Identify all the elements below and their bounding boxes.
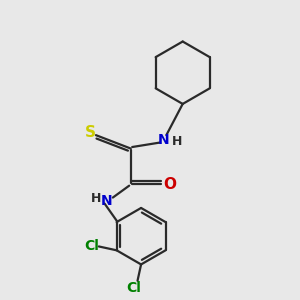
Text: Cl: Cl bbox=[84, 239, 99, 253]
Text: N: N bbox=[101, 194, 113, 208]
Text: H: H bbox=[172, 135, 182, 148]
Text: N: N bbox=[158, 133, 169, 147]
Text: Cl: Cl bbox=[126, 281, 141, 295]
Text: S: S bbox=[85, 125, 95, 140]
Text: O: O bbox=[164, 177, 177, 192]
Text: H: H bbox=[91, 192, 102, 205]
